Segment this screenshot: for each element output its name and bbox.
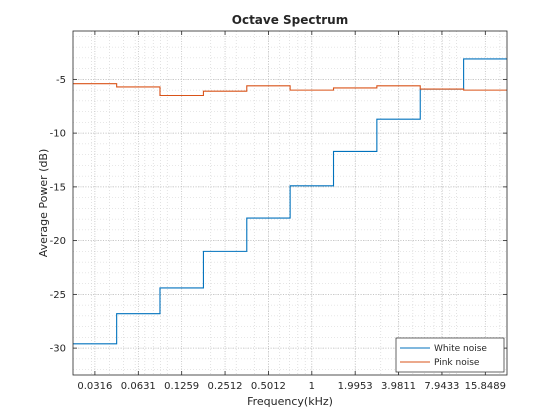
x-tick-label: 0.0631: [121, 381, 156, 392]
x-tick-label: 0.1259: [164, 381, 199, 392]
series-layer: [73, 58, 507, 345]
x-tick-label: 3.9811: [381, 381, 416, 392]
legend: White noise Pink noise: [395, 337, 505, 373]
tick-layer: 0.0316 0.0631 0.1259 0.2512 0.5012 1 1.9953 3.9…: [50, 31, 507, 392]
x-tick-label: 7.9433: [424, 381, 459, 392]
plot-frame: [72, 30, 508, 376]
series-line-pink-noise: [73, 83, 507, 97]
y-tick-label: -10: [50, 129, 66, 140]
legend-box: [395, 337, 505, 373]
y-tick-label: -5: [56, 75, 66, 86]
x-tick-label: 1: [309, 381, 315, 392]
y-tick-label: -20: [50, 236, 66, 247]
y-axis-label: Average Power (dB): [37, 149, 50, 258]
x-tick-label: 0.0316: [77, 381, 112, 392]
x-tick-label: 0.5012: [251, 381, 286, 392]
x-tick-label: 0.2512: [208, 381, 243, 392]
grid-layer: [73, 31, 507, 375]
series-line-white-noise: [73, 58, 507, 345]
x-tick-label: 1.9953: [338, 381, 373, 392]
legend-label-white-noise: White noise: [434, 344, 487, 354]
y-tick-label: -30: [50, 344, 66, 355]
y-tick-label: -15: [50, 182, 66, 193]
y-tick-label: -25: [50, 290, 66, 301]
chart-title: Octave Spectrum: [232, 13, 348, 27]
legend-label-pink-noise: Pink noise: [434, 358, 480, 368]
x-axis-label: Frequency(kHz): [247, 395, 333, 408]
x-tick-label: 15.8489: [465, 381, 506, 392]
